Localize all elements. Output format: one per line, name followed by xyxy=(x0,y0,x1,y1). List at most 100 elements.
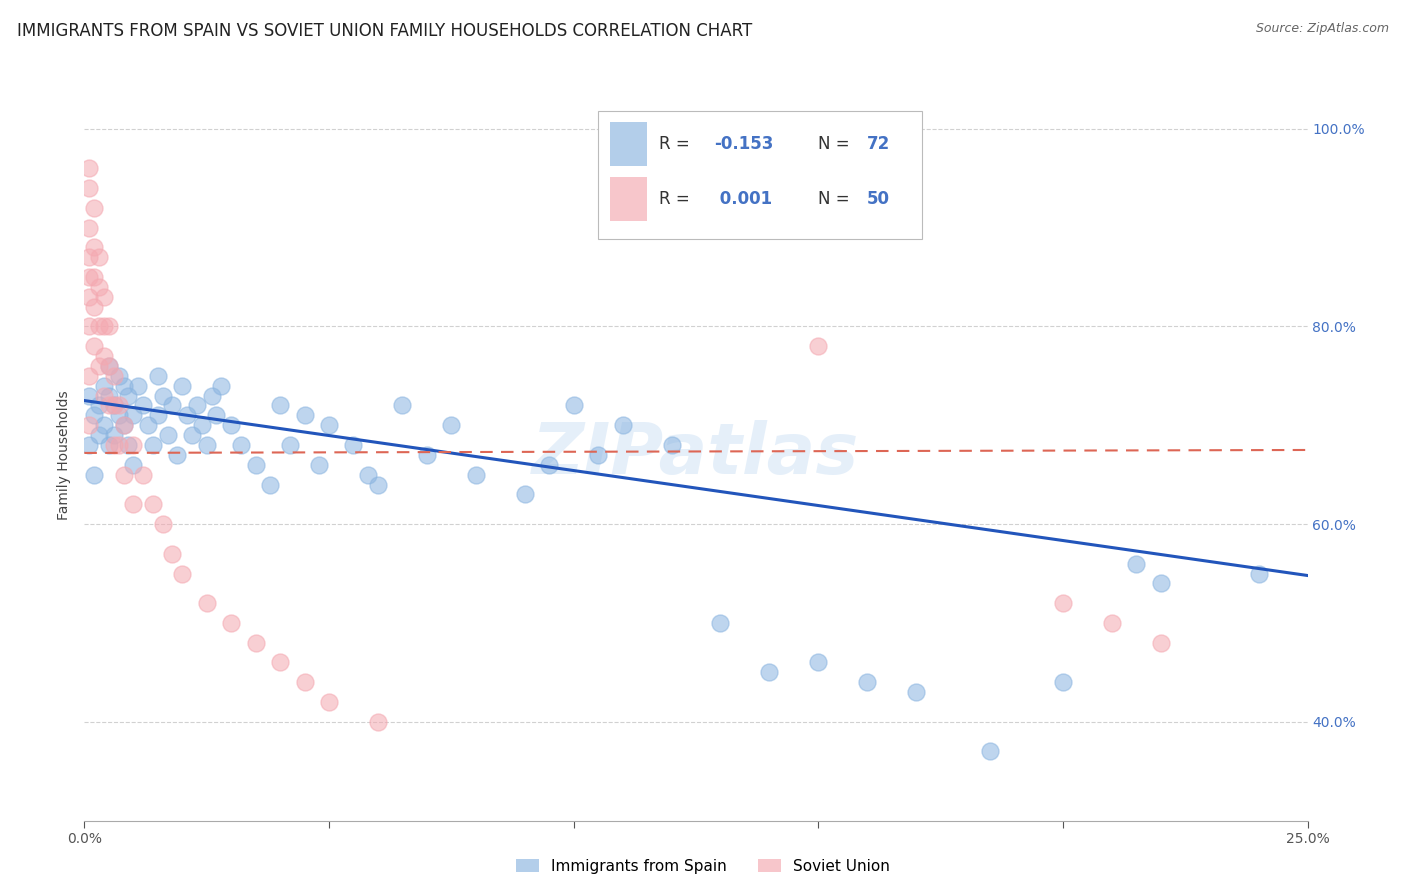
Point xyxy=(93,349,115,363)
Point xyxy=(709,615,731,630)
FancyBboxPatch shape xyxy=(598,112,922,239)
Point xyxy=(181,428,204,442)
Text: 72: 72 xyxy=(868,135,890,153)
Point xyxy=(103,368,125,383)
Point xyxy=(142,497,165,511)
Point xyxy=(562,399,585,413)
Point xyxy=(97,399,120,413)
Point xyxy=(77,319,100,334)
Point xyxy=(77,270,100,285)
Point xyxy=(278,438,301,452)
Point xyxy=(107,438,129,452)
Text: R =: R = xyxy=(659,135,696,153)
Point xyxy=(122,458,145,472)
Point xyxy=(269,399,291,413)
Point xyxy=(87,399,110,413)
Point xyxy=(77,438,100,452)
Point xyxy=(87,250,110,264)
Point xyxy=(391,399,413,413)
Text: N =: N = xyxy=(818,135,855,153)
Point xyxy=(107,399,129,413)
Point xyxy=(87,359,110,373)
Point xyxy=(209,378,232,392)
Point xyxy=(103,428,125,442)
Point xyxy=(440,418,463,433)
Point xyxy=(122,409,145,423)
Point xyxy=(122,497,145,511)
Point xyxy=(229,438,252,452)
Point xyxy=(245,636,267,650)
Point xyxy=(269,656,291,670)
Point xyxy=(77,290,100,304)
Point xyxy=(132,399,155,413)
Text: -0.153: -0.153 xyxy=(714,135,773,153)
Point xyxy=(1101,615,1123,630)
Point xyxy=(93,378,115,392)
Point xyxy=(136,418,159,433)
Text: R =: R = xyxy=(659,190,696,208)
Point xyxy=(83,339,105,353)
Point xyxy=(538,458,561,472)
Point xyxy=(77,161,100,176)
Point xyxy=(661,438,683,452)
Point xyxy=(132,467,155,482)
Point xyxy=(107,368,129,383)
Point xyxy=(77,418,100,433)
Point xyxy=(112,418,135,433)
Point xyxy=(195,596,218,610)
Point xyxy=(1247,566,1270,581)
Point xyxy=(186,399,208,413)
Point xyxy=(112,378,135,392)
Point xyxy=(176,409,198,423)
Point xyxy=(245,458,267,472)
Point xyxy=(152,389,174,403)
Y-axis label: Family Households: Family Households xyxy=(58,390,72,520)
Point xyxy=(93,418,115,433)
Point xyxy=(152,517,174,532)
Point xyxy=(146,409,169,423)
Point xyxy=(107,409,129,423)
Point xyxy=(117,389,139,403)
FancyBboxPatch shape xyxy=(610,122,647,166)
Point xyxy=(103,399,125,413)
Point xyxy=(1150,576,1173,591)
Point xyxy=(97,389,120,403)
Point xyxy=(93,290,115,304)
Point xyxy=(112,467,135,482)
Point xyxy=(172,378,194,392)
Point xyxy=(93,319,115,334)
Point xyxy=(416,448,439,462)
Point xyxy=(87,319,110,334)
Point xyxy=(367,477,389,491)
Point xyxy=(612,418,634,433)
Point xyxy=(318,418,340,433)
Point xyxy=(200,389,222,403)
Point xyxy=(308,458,330,472)
Point xyxy=(83,240,105,254)
Point xyxy=(83,300,105,314)
Point xyxy=(294,409,316,423)
Point xyxy=(294,675,316,690)
Point xyxy=(513,487,536,501)
Point xyxy=(156,428,179,442)
Point xyxy=(318,695,340,709)
Point xyxy=(905,685,928,699)
Point xyxy=(117,438,139,452)
Point xyxy=(77,250,100,264)
Point xyxy=(259,477,281,491)
Point xyxy=(97,359,120,373)
Point xyxy=(83,270,105,285)
Point xyxy=(146,368,169,383)
Point xyxy=(162,547,184,561)
Point xyxy=(97,359,120,373)
Text: IMMIGRANTS FROM SPAIN VS SOVIET UNION FAMILY HOUSEHOLDS CORRELATION CHART: IMMIGRANTS FROM SPAIN VS SOVIET UNION FA… xyxy=(17,22,752,40)
Point xyxy=(87,280,110,294)
Point xyxy=(77,368,100,383)
Point xyxy=(77,389,100,403)
Point xyxy=(219,418,242,433)
Text: N =: N = xyxy=(818,190,855,208)
Point xyxy=(195,438,218,452)
Point xyxy=(205,409,228,423)
Point xyxy=(357,467,380,482)
Point xyxy=(83,409,105,423)
